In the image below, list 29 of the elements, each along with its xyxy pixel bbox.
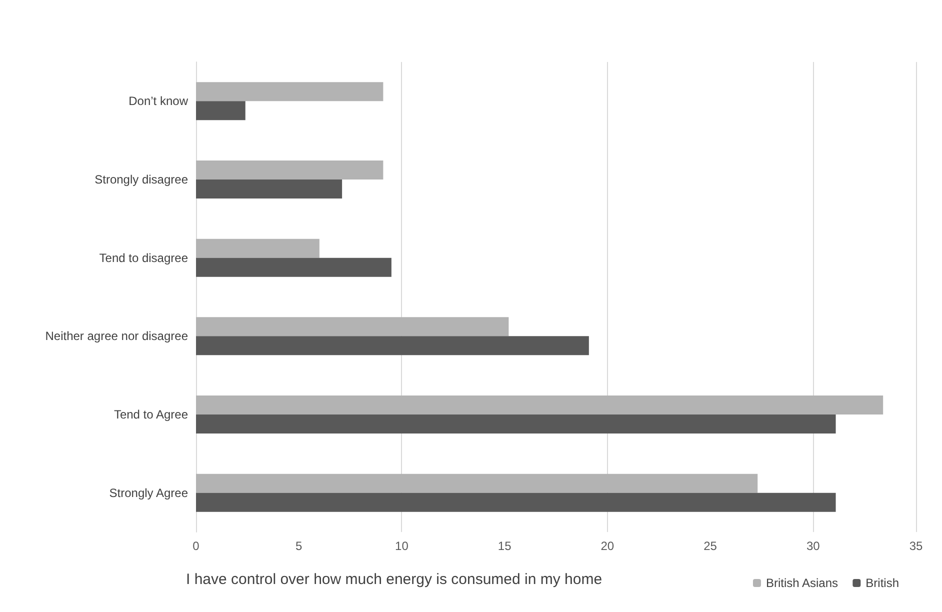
x-tick-label: 0 — [192, 539, 200, 553]
x-tick-label: 30 — [806, 539, 820, 553]
y-tick-label: Neither agree nor disagree — [45, 329, 188, 344]
bar — [196, 238, 320, 258]
y-tick-label: Don’t know — [128, 94, 188, 108]
bar — [196, 101, 246, 120]
x-tick-label: 5 — [296, 539, 303, 553]
bar — [196, 82, 384, 102]
bar — [196, 396, 884, 414]
legend-label: British Asians — [766, 576, 838, 590]
x-axis-title: I have control over how much energy is consumed in my home — [186, 571, 602, 588]
y-tick-label: Strongly Agree — [109, 486, 188, 500]
bar — [196, 160, 384, 180]
x-tick-label: 15 — [498, 539, 512, 553]
x-tick-label: 35 — [909, 539, 923, 553]
y-tick-label: Tend to Agree — [114, 408, 188, 422]
y-tick-label: Strongly disagree — [94, 172, 188, 186]
bar — [196, 317, 509, 336]
y-tick-label: Tend to disagree — [99, 250, 188, 265]
bar — [196, 492, 836, 512]
bar — [196, 414, 836, 434]
bar — [196, 180, 342, 198]
bar — [196, 336, 589, 356]
x-tick-label: 20 — [600, 539, 614, 553]
bar — [196, 258, 392, 277]
x-tick-label: 10 — [395, 539, 409, 553]
legend-label: British — [866, 576, 900, 590]
x-tick-label: 25 — [704, 539, 718, 553]
bar — [196, 474, 758, 493]
